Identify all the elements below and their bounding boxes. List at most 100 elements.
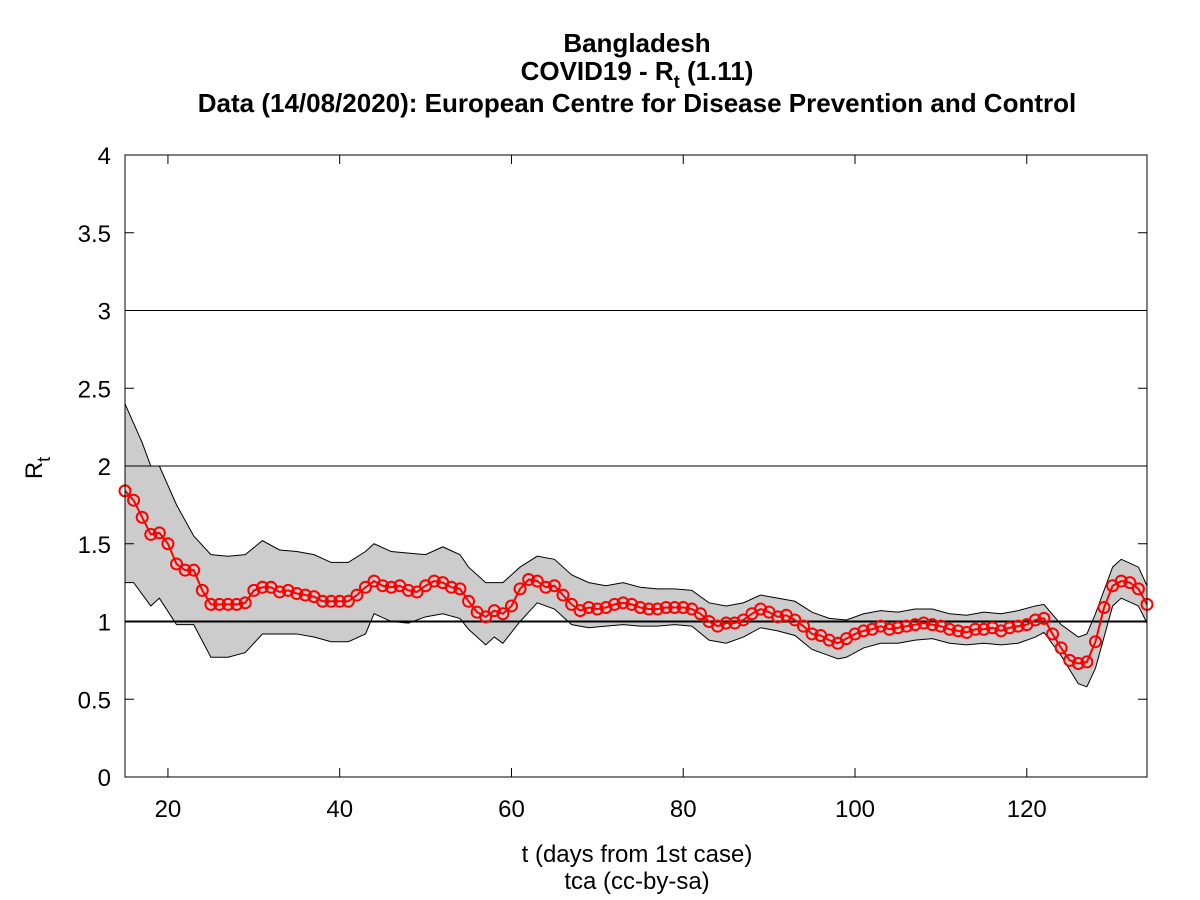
y-tick-label: 1 (98, 610, 111, 637)
data-point (178, 563, 192, 577)
data-point (874, 619, 888, 633)
data-point (247, 583, 261, 597)
data-point (212, 597, 226, 611)
data-point (668, 601, 682, 615)
data-point (462, 594, 476, 608)
data-point (444, 580, 458, 594)
data-point (642, 602, 656, 616)
data-point (590, 602, 604, 616)
footer: tca (cc-by-sa) (564, 868, 709, 895)
subtitle-sub: t (674, 72, 680, 92)
data-point (822, 633, 836, 647)
data-point (1011, 619, 1025, 633)
data-point (977, 622, 991, 636)
y-tick-label: 3 (98, 299, 111, 326)
data-point (204, 597, 218, 611)
y-axis-label: Rt (21, 457, 54, 479)
data-point (161, 537, 175, 551)
data-point (410, 585, 424, 599)
data-point (1114, 574, 1128, 588)
data-point (960, 625, 974, 639)
data-point (771, 610, 785, 624)
data-point (994, 624, 1008, 638)
data-point (633, 601, 647, 615)
data-point (599, 601, 613, 615)
data-point (917, 616, 931, 630)
data-point (281, 583, 295, 597)
data-point (625, 597, 639, 611)
data-point (547, 579, 561, 593)
data-point (530, 574, 544, 588)
data-point (1097, 601, 1111, 615)
data-point (230, 597, 244, 611)
data-point (127, 493, 141, 507)
data-point (487, 604, 501, 618)
data-point (908, 618, 922, 632)
data-point (401, 583, 415, 597)
x-tick-label: 40 (326, 796, 353, 823)
data-point (1063, 653, 1077, 667)
data-point (273, 585, 287, 599)
confidence-band (125, 403, 1147, 687)
data-point (1123, 576, 1137, 590)
plot-area: 0 0.5 1 1.5 2 2.5 3 3.5 4 20 40 60 80 100 120 (78, 143, 1154, 823)
data-point (900, 619, 914, 633)
data-point (238, 596, 252, 610)
data-point (676, 601, 690, 615)
data-point (805, 627, 819, 641)
data-point (316, 594, 330, 608)
data-point (350, 588, 364, 602)
data-point (857, 624, 871, 638)
data-point (719, 616, 733, 630)
data-point (925, 618, 939, 632)
data-point (659, 601, 673, 615)
data-point (539, 580, 553, 594)
chart-subtitle: COVID19 - Rt (1.11) (521, 56, 754, 92)
band-edge (124, 403, 1148, 638)
data-point (427, 574, 441, 588)
data-point (951, 624, 965, 638)
x-tick-label: 100 (835, 796, 875, 823)
data-point (135, 510, 149, 524)
data-point (255, 580, 269, 594)
band-edge (125, 582, 1148, 688)
data-point (573, 604, 587, 618)
data-point (650, 602, 664, 616)
data-point (882, 622, 896, 636)
data-point (711, 619, 725, 633)
chart-title: Bangladesh (563, 28, 710, 58)
data-point (1071, 656, 1085, 670)
x-axis-label: t (days from 1st case) (522, 841, 753, 868)
data-point (616, 596, 630, 610)
data-point (1080, 655, 1094, 669)
data-point (358, 580, 372, 594)
data-point (891, 621, 905, 635)
data-point (384, 580, 398, 594)
data-point (513, 582, 527, 596)
data-point (496, 607, 510, 621)
y-tick-label: 0.5 (78, 687, 111, 714)
data-point (341, 594, 355, 608)
data-point (221, 597, 235, 611)
data-point (693, 607, 707, 621)
data-point (608, 597, 622, 611)
data-point (1003, 621, 1017, 635)
data-point (144, 527, 158, 541)
x-tick-label: 80 (670, 796, 697, 823)
chart-source: Data (14/08/2020): European Centre for D… (198, 88, 1076, 118)
subtitle-text: COVID19 - R (521, 56, 674, 86)
y-tick-label: 1.5 (78, 532, 111, 559)
subtitle-rest: (1.11) (680, 56, 754, 86)
data-point (1131, 582, 1145, 596)
data-point (1028, 613, 1042, 627)
data-point (1088, 635, 1102, 649)
data-point (796, 619, 810, 633)
data-point (1046, 627, 1060, 641)
data-point (788, 613, 802, 627)
data-point (942, 622, 956, 636)
y-tick-label: 0 (98, 765, 111, 792)
data-point (298, 588, 312, 602)
data-point (333, 594, 347, 608)
data-point (968, 622, 982, 636)
